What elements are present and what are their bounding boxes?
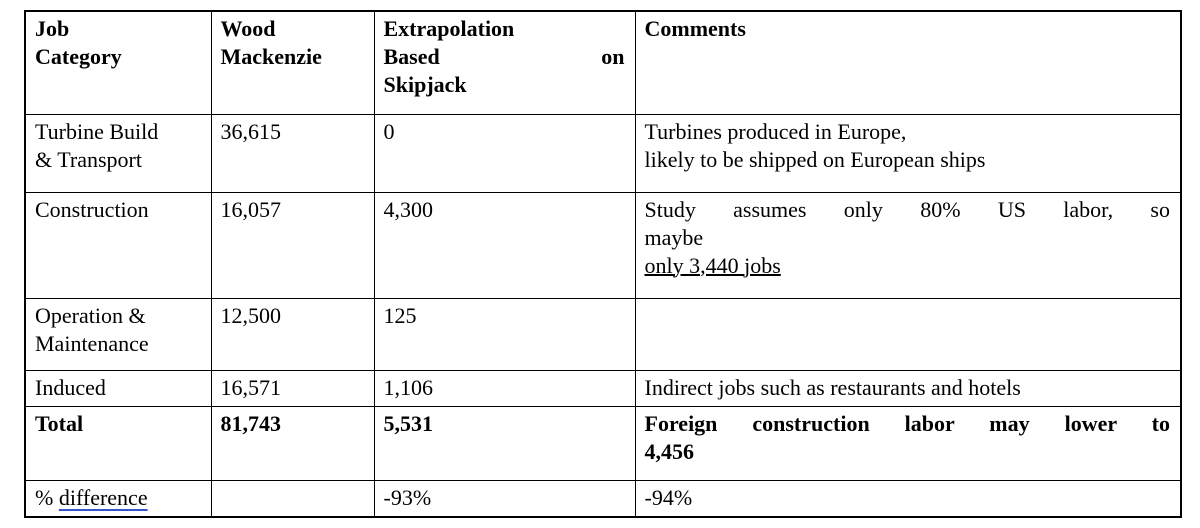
header-line: Extrapolation [383, 16, 515, 41]
cell-category: Induced [24, 369, 212, 407]
cell-category: Total [24, 405, 212, 481]
cell-wood-mackenzie-value: 16,571 [210, 369, 375, 407]
col-header-wood-mackenzie: Wood Mackenzie [210, 10, 375, 115]
cell-comments: Foreign construction labor may lower to … [634, 405, 1182, 481]
col-header-job-category: Job Category [24, 10, 212, 115]
table-row-construction: Construction 16,057 4,300 Study assumes … [24, 191, 1182, 299]
cell-comments: Study assumes only 80% US labor, so mayb… [634, 191, 1182, 299]
col-header-comments: Comments [634, 10, 1182, 115]
cell-skipjack-value: 4,300 [373, 191, 636, 299]
cell-skipjack-value: 0 [373, 113, 636, 193]
col-header-extrapolation: Extrapolation Based on Skipjack [373, 10, 636, 115]
table-row-total: Total 81,743 5,531 Foreign construction … [24, 405, 1182, 481]
cell-wood-mackenzie-value: 12,500 [210, 297, 375, 371]
cell-skipjack-value: -93% [373, 479, 636, 517]
cell-wood-mackenzie-value: 36,615 [210, 113, 375, 193]
header-line: Mackenzie [220, 44, 322, 69]
header-line: Skipjack [383, 72, 467, 97]
cell-wood-mackenzie-value [210, 479, 375, 517]
header-line: Job [35, 16, 70, 41]
header-line-justified: Based on [383, 44, 625, 69]
header-line: Category [35, 44, 122, 69]
table-row-induced: Induced 16,571 1,106 Indirect jobs such … [24, 369, 1182, 407]
header-line: Wood [220, 16, 276, 41]
cell-comments: Indirect jobs such as restaurants and ho… [634, 369, 1182, 407]
cell-category: Operation & Maintenance [24, 297, 212, 371]
cell-comments: Turbines produced in Europe, likely to b… [634, 113, 1182, 193]
cell-category: Construction [24, 191, 212, 299]
table-row-operation-maintenance: Operation & Maintenance 12,500 125 [24, 297, 1182, 371]
underlined-word: difference [58, 484, 148, 510]
header-row: Job Category Wood Mackenzie Extrapolatio… [24, 10, 1182, 115]
cell-skipjack-value: 125 [373, 297, 636, 371]
jobs-comparison-table: Job Category Wood Mackenzie Extrapolatio… [24, 10, 1182, 518]
cell-wood-mackenzie-value: 81,743 [210, 405, 375, 481]
cell-skipjack-value: 5,531 [373, 405, 636, 481]
table-row-percent-difference: % difference -93% -94% [24, 479, 1182, 517]
cell-category: Turbine Build & Transport [24, 113, 212, 193]
cell-category: % difference [24, 479, 212, 517]
cell-skipjack-value: 1,106 [373, 369, 636, 407]
cell-wood-mackenzie-value: 16,057 [210, 191, 375, 299]
cell-comments [634, 297, 1182, 371]
table-row-turbine-build: Turbine Build & Transport 36,615 0 Turbi… [24, 113, 1182, 193]
cell-comments: -94% [634, 479, 1182, 517]
